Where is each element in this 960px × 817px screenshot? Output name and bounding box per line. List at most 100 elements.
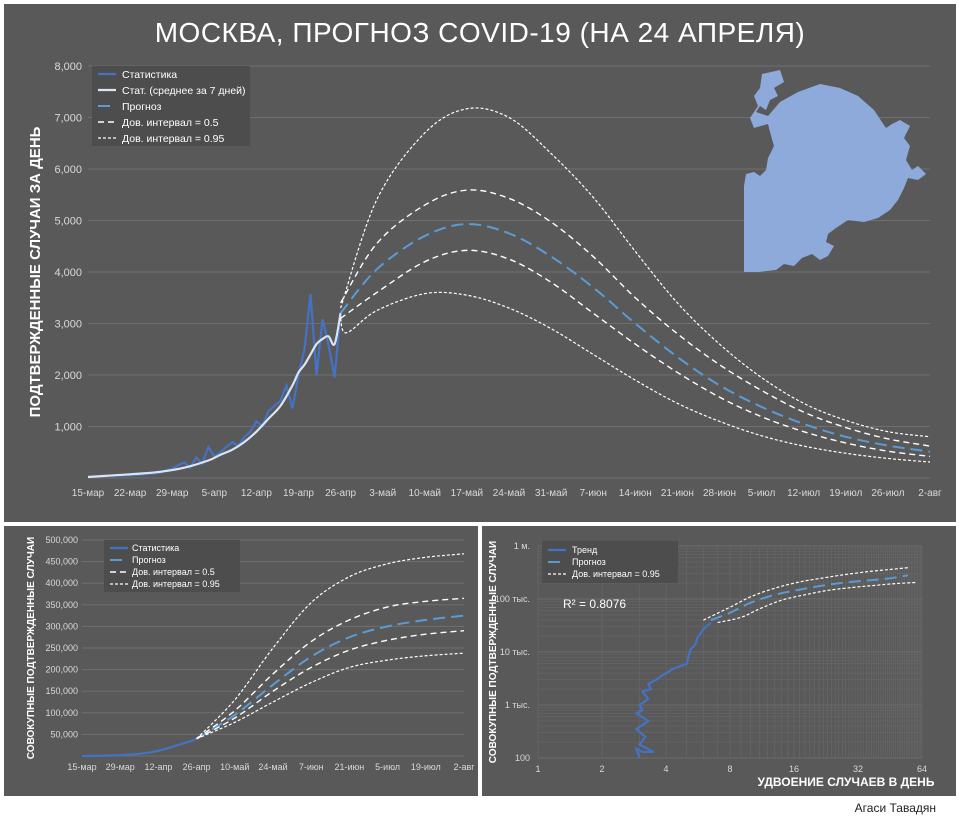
x-tick-label: 3-май — [369, 488, 396, 499]
legend-label: Дов. интервал = 0.95 — [132, 579, 220, 589]
series-dot-line — [340, 107, 931, 438]
y-tick-label: 100,000 — [45, 708, 78, 718]
legend-label: Статистика — [122, 69, 177, 81]
y-tick-label: 3,000 — [54, 319, 82, 331]
series-dot-line — [340, 291, 931, 463]
moscow-map-icon — [744, 70, 926, 272]
x-tick-label: 26-июл — [871, 488, 904, 499]
legend-label: Прогноз — [132, 555, 166, 565]
x-tick-label: 15-мар — [72, 488, 105, 499]
y-tick-label: 50,000 — [50, 729, 78, 739]
x-tick-label: 2-авг — [453, 762, 475, 772]
y-tick-label: 300,000 — [45, 621, 78, 631]
x-tick-label: 12-апр — [241, 488, 272, 499]
legend: Тренд Прогноз Дов. интервал = 0.95 — [542, 541, 678, 583]
series-dot-line — [196, 553, 465, 740]
y-tick-label: 7,000 — [54, 113, 82, 125]
x-tick-label: 15-мар — [67, 762, 96, 772]
x-axis-label: УДВОЕНИЕ СЛУЧАЕВ В ДЕНЬ — [758, 775, 935, 789]
y-tick-label: 1 м. — [514, 541, 530, 551]
series-forecast-line — [339, 223, 931, 453]
page-title: МОСКВА, ПРОГНОЗ COVID-19 (НА 24 АПРЕЛЯ) — [0, 12, 960, 54]
series-dot-line — [717, 581, 917, 624]
y-tick-label: 2,000 — [54, 370, 82, 382]
legend-label: Тренд — [572, 545, 598, 555]
y-tick-label: 8,000 — [54, 61, 82, 73]
legend-label: Прогноз — [122, 101, 162, 113]
x-tick-label: 32 — [853, 764, 863, 774]
series-dash-line — [196, 597, 465, 740]
x-tick-label: 26-апр — [325, 488, 356, 499]
y-tick-label: 5,000 — [54, 216, 82, 228]
series-dot-line — [703, 567, 909, 621]
x-tick-label: 5-июл — [375, 762, 400, 772]
x-tick-label: 24-май — [493, 488, 525, 499]
legend-label: Статистика — [132, 543, 179, 553]
x-tick-label: 7-июн — [299, 762, 324, 772]
y-axis-label: ПОДТВЕРЖДЕННЫЕ СЛУЧАИ ЗА ДЕНЬ — [27, 126, 44, 417]
x-tick-label: 29-мар — [156, 488, 189, 499]
series-dash-line — [196, 630, 465, 740]
x-tick-label: 21-июн — [335, 762, 365, 772]
series-stats-line — [81, 737, 198, 758]
x-tick-label: 1 — [535, 764, 540, 774]
y-axis-label: СОВОКУПНЫЕ ПОДТВЕРЖДЕННЫЕ СЛУЧАИ — [26, 537, 37, 759]
x-tick-label: 2 — [599, 764, 604, 774]
y-tick-label: 6,000 — [54, 164, 82, 176]
x-tick-label: 24-май — [258, 762, 287, 772]
series-smooth-line — [87, 312, 342, 479]
legend-label: Дов. интервал = 0.5 — [132, 567, 215, 577]
legend-label: Прогноз — [572, 557, 606, 567]
r-squared-annotation: R² = 0.8076 — [563, 597, 626, 611]
x-tick-label: 2-авг — [918, 488, 942, 499]
x-tick-label: 29-мар — [106, 762, 135, 772]
legend: Статистика Прогноз Дов. интервал = 0.5 Дов.… — [104, 540, 240, 592]
moscow-map-shape — [744, 70, 926, 272]
y-tick-label: 10 тыс. — [500, 647, 530, 657]
x-tick-label: 14-июн — [619, 488, 652, 499]
y-tick-label: 400,000 — [45, 578, 78, 588]
legend-box — [92, 66, 250, 146]
series-stats-line — [634, 621, 712, 759]
x-tick-label: 28-июн — [703, 488, 736, 499]
x-tick-label: 22-мар — [114, 488, 147, 499]
y-tick-label: 450,000 — [45, 557, 78, 567]
x-tick-label: 10-май — [409, 488, 441, 499]
y-tick-label: 150,000 — [45, 686, 78, 696]
y-tick-label: 4,000 — [54, 267, 82, 279]
x-tick-label: 5-апр — [202, 488, 228, 499]
x-tick-label: 5-июл — [748, 488, 776, 499]
legend: Статистика Стат. (среднее за 7 дней) Прогн… — [92, 66, 250, 146]
y-tick-label: 250,000 — [45, 643, 78, 653]
series-dash-line — [340, 249, 931, 458]
legend-label: Стат. (среднее за 7 дней) — [122, 85, 246, 97]
legend-label: Дов. интервал = 0.95 — [572, 569, 660, 579]
legend-label: Дов. интервал = 0.5 — [122, 117, 219, 129]
series-stats-line — [327, 311, 342, 378]
x-tick-label: 19-июл — [829, 488, 862, 499]
y-tick-label: 500,000 — [45, 535, 78, 545]
x-tick-label: 8 — [727, 764, 732, 774]
y-axis-label: СОВОКУПНЫЕ ПОДТВЕРЖДЕННЫЕ СЛУЧАИ — [488, 541, 499, 763]
x-tick-label: 4 — [663, 764, 668, 774]
x-tick-label: 17-май — [451, 488, 483, 499]
x-tick-label: 7-июн — [579, 488, 607, 499]
y-tick-label: 100 — [515, 753, 530, 763]
x-tick-label: 19-июл — [411, 762, 441, 772]
y-tick-label: 1 тыс. — [505, 700, 530, 710]
x-tick-label: 16 — [789, 764, 799, 774]
x-tick-label: 19-апр — [283, 488, 314, 499]
x-tick-label: 64 — [917, 764, 927, 774]
series-dot-line — [196, 652, 465, 740]
x-tick-label: 10-май — [220, 762, 249, 772]
cumulative-panel — [4, 526, 478, 796]
x-tick-label: 12-апр — [144, 762, 172, 772]
author-credit: Агаси Тавадян — [854, 801, 936, 815]
x-tick-label: 31-май — [535, 488, 567, 499]
series-dash-line — [340, 189, 931, 447]
x-tick-label: 26-апр — [183, 762, 211, 772]
x-tick-label: 21-июн — [661, 488, 694, 499]
